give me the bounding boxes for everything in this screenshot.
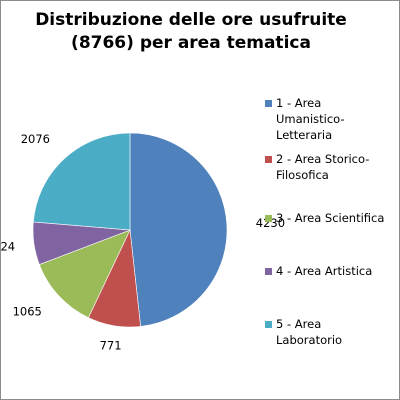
pie-slice-5 <box>33 132 131 231</box>
legend-label-5: 5 - Area Laboratorio <box>276 317 343 347</box>
legend-swatch-1 <box>265 100 272 107</box>
legend-swatch-3 <box>265 215 272 222</box>
data-labels: 4230 771 1065 624 2076 <box>1 132 285 353</box>
legend-label-2: 2 - Area Storico- Filosofica <box>276 152 370 182</box>
legend-label-3: 3 - Area Scientifica <box>276 211 385 225</box>
legend-item-3: 3 - Area Scientifica <box>263 210 399 226</box>
legend-item-5: 5 - Area Laboratorio <box>263 316 399 348</box>
legend-swatch-4 <box>265 268 272 275</box>
legend-item-2: 2 - Area Storico- Filosofica <box>263 151 399 183</box>
pie-slices <box>32 132 228 328</box>
legend-label-4: 4 - Area Artistica <box>276 264 373 278</box>
data-label-5: 2076 <box>21 132 50 146</box>
legend-swatch-5 <box>265 321 272 328</box>
pie-slice-3 <box>38 229 131 319</box>
pie-slice-1 <box>129 132 228 327</box>
legend-item-1: 1 - Area Umanistico- Letteraria <box>263 95 399 143</box>
legend-item-4: 4 - Area Artistica <box>263 263 399 279</box>
legend-label-1: 1 - Area Umanistico- Letteraria <box>276 96 345 142</box>
data-label-3: 1065 <box>13 305 42 319</box>
chart-title: Distribuzione delle ore usufruite (8766)… <box>35 10 347 53</box>
data-label-4: 624 <box>1 239 15 253</box>
data-label-1: 4230 <box>256 216 285 230</box>
data-label-2: 771 <box>100 338 122 352</box>
legend-swatch-2 <box>265 156 272 163</box>
